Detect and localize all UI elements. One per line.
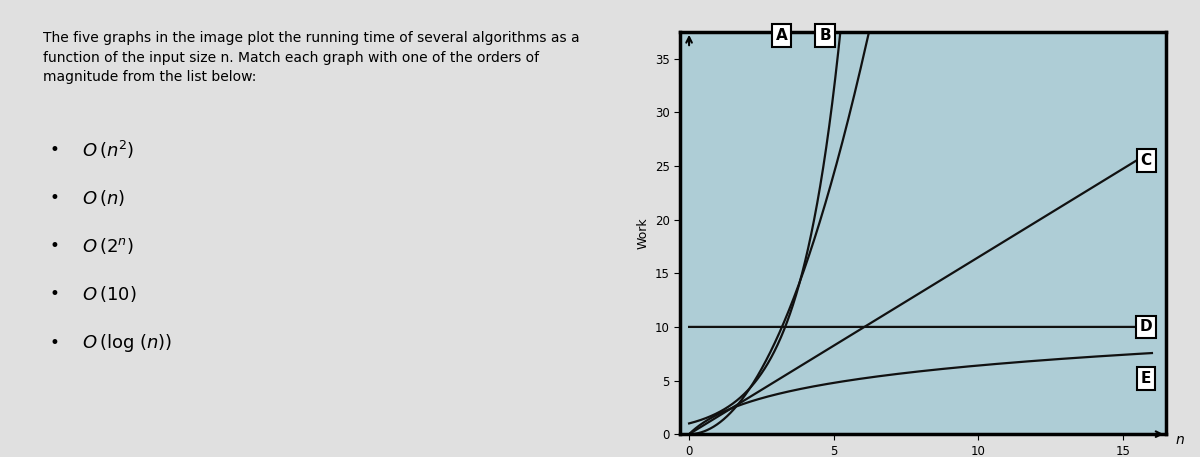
Text: D: D <box>1140 319 1152 335</box>
Text: •: • <box>50 334 60 351</box>
Text: •: • <box>50 141 60 159</box>
Text: The five graphs in the image plot the running time of several algorithms as a
fu: The five graphs in the image plot the ru… <box>43 31 580 84</box>
Text: •: • <box>50 285 60 303</box>
Text: $O\,(n^2)$: $O\,(n^2)$ <box>83 138 134 160</box>
Text: E: E <box>1141 371 1151 386</box>
Text: $O\,(2^n)$: $O\,(2^n)$ <box>83 236 134 256</box>
Text: $O\,(10)$: $O\,(10)$ <box>83 284 137 304</box>
Text: •: • <box>50 237 60 255</box>
Y-axis label: Work: Work <box>636 217 649 249</box>
Text: •: • <box>50 189 60 207</box>
Text: $O\,(n)$: $O\,(n)$ <box>83 188 125 208</box>
Text: $O\,(\log\,(n))$: $O\,(\log\,(n))$ <box>83 332 173 354</box>
Text: A: A <box>775 28 787 43</box>
Text: n: n <box>1175 432 1184 446</box>
Text: B: B <box>820 28 830 43</box>
Text: C: C <box>1140 153 1152 168</box>
